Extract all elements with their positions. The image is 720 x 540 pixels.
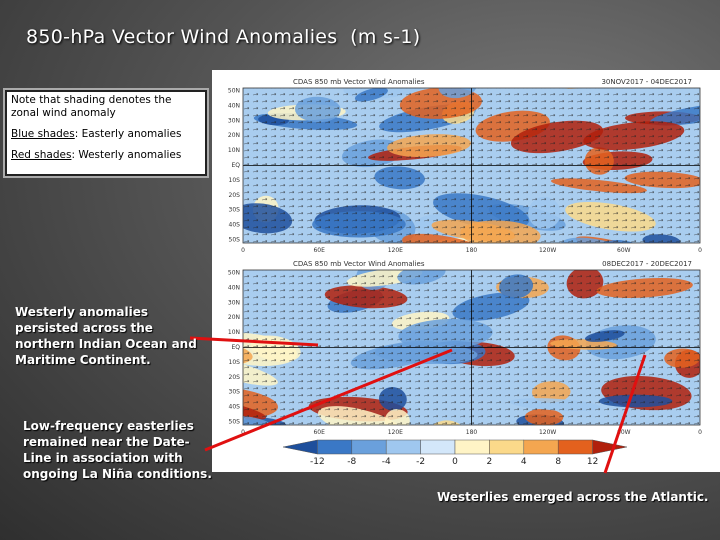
anomaly-shading [296,471,390,521]
colorbar-label: -12 [310,457,325,467]
callout-arrow [603,354,647,474]
lat-label: 40N [228,102,240,109]
lat-label: 30N [228,117,240,124]
note-text: : Westerly anomalies [71,149,182,161]
lat-label: EQ [231,344,240,351]
lat-label: 20N [228,314,240,321]
note-label: Red shades [11,149,72,161]
lon-label: 180 [466,247,478,254]
colorbar-swatch [489,439,525,455]
anomaly-shading [461,37,544,65]
lat-label: 10N [228,329,240,336]
lon-label: 120E [388,247,403,254]
annotation-line: Westerly anomalies [15,305,148,319]
lon-label: 0 [241,247,245,254]
colorbar-label: 12 [587,457,598,467]
lat-label: 30S [229,389,241,396]
lon-label: 60E [313,247,325,254]
colorbar-label: 2 [487,457,493,467]
map-frame [242,87,701,244]
lat-label: 30S [229,207,241,214]
colorbar-swatch [385,439,421,455]
annotation: Westerly anomalies persisted across the no… [15,304,197,368]
note-line: Red shades: Westerly anomalies [11,149,201,162]
lat-label: 50S [229,237,241,244]
lat-label: 50N [228,88,240,95]
lat-label: 20S [229,192,241,199]
colorbar-label: 4 [521,457,527,467]
annotation-line: Maritime Continent. [15,353,151,367]
colorbar-swatch [351,439,387,455]
callout-arrow [204,348,453,452]
lon-label: 0 [698,247,702,254]
anomaly-shading [397,512,496,540]
note-line: Blue shades: Easterly anomalies [11,128,201,141]
map-dates: 30NOV2017 - 04DEC2017 [601,78,692,86]
lat-label: EQ [231,162,240,169]
colorbar-swatch [420,439,456,455]
lat-label: 40S [229,404,241,411]
map-frame [242,269,701,426]
lat-label: 40S [229,222,241,229]
map-dates: 08DEC2017 - 20DEC2017 [602,260,692,268]
anomaly-shading [499,33,571,59]
colorbar-label: -4 [382,457,391,467]
lat-label: 10N [228,147,240,154]
colorbar-swatch [592,439,628,455]
annotation-line: remained near the Date- [23,435,190,449]
callout-arrow [189,336,319,347]
anomaly-shading [591,0,619,8]
colorbar-swatch [454,439,490,455]
colorbar-label: -8 [347,457,356,467]
annotation-line: ongoing La Niña conditions. [23,467,212,481]
anomaly-shading [451,512,500,540]
lat-label: 30N [228,299,240,306]
slide-title: 850-hPa Vector Wind Anomalies (m s-1) [26,26,421,48]
colorbar-swatch [557,439,593,455]
annotation: Westerlies emerged across the Atlantic. [437,489,709,505]
colorbar-label: 0 [452,457,458,467]
lat-label: 20S [229,374,241,381]
map-header: CDAS 850 mb Vector Wind Anomalies [293,260,425,268]
lat-label: 50S [229,419,241,426]
lon-label: 60W [617,429,631,436]
note-line: zonal wind anomaly [11,107,116,119]
lat-label: 10S [229,359,241,366]
lon-label: 120W [539,429,556,436]
lon-label: 0 [698,429,702,436]
lon-label: 60W [617,247,631,254]
note-line: Note that shading denotes the [11,94,172,106]
lon-label: 120W [539,247,556,254]
lat-label: 40N [228,284,240,291]
colorbar-label: 8 [555,457,561,467]
colorbar-swatch [523,439,559,455]
map [243,0,714,243]
lat-label: 10S [229,177,241,184]
lon-label: 120E [388,429,403,436]
colorbar-swatch [317,439,353,455]
colorbar-label: -2 [416,457,425,467]
lat-label: 50N [228,270,240,277]
lon-label: 180 [466,429,478,436]
map-header: CDAS 850 mb Vector Wind Anomalies [293,78,425,86]
annotation-line: Westerlies emerged across the Atlantic. [437,490,709,504]
note-box: Note that shading denotes the zonal wind… [3,88,209,178]
anomaly-shading [672,29,714,56]
lon-label: 60E [313,429,325,436]
lat-label: 20N [228,132,240,139]
annotation-line: northern Indian Ocean and [15,337,197,351]
lon-label: 0 [241,429,245,436]
map [243,270,700,540]
note-label: Blue shades [11,128,75,140]
annotation-line: persisted across the [15,321,153,335]
anomaly-shading [483,24,535,52]
note-text: : Easterly anomalies [74,128,182,140]
annotation: Low-frequency easterlies remained near th… [23,418,212,482]
annotation-line: Low-frequency easterlies [23,419,194,433]
annotation-line: Line in association with [23,451,183,465]
